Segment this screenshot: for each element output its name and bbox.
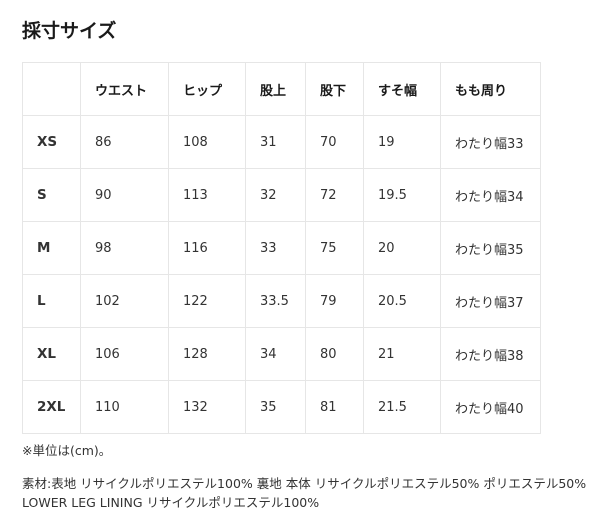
table-row: 2XL 110 132 35 81 21.5 わたり幅40: [22, 380, 541, 434]
table-cell: わたり幅38: [440, 327, 541, 381]
table-header-row: ウエスト ヒップ 股上 股下 すそ幅 もも周り: [22, 62, 541, 116]
header-cell: ヒップ: [168, 62, 246, 116]
table-cell: 34: [245, 327, 306, 381]
table-cell: 113: [168, 168, 246, 222]
table-cell: 35: [245, 380, 306, 434]
table-cell: 98: [80, 221, 169, 275]
table-cell: 90: [80, 168, 169, 222]
table-cell: 33: [245, 221, 306, 275]
table-cell: 106: [80, 327, 169, 381]
size-label-cell: M: [22, 221, 81, 275]
table-cell: わたり幅40: [440, 380, 541, 434]
page-title: 採寸サイズ: [22, 20, 117, 42]
table-row: M 98 116 33 75 20 わたり幅35: [22, 221, 541, 275]
size-label-cell: S: [22, 168, 81, 222]
table-row: XL 106 128 34 80 21 わたり幅38: [22, 327, 541, 381]
table-row: L 102 122 33.5 79 20.5 わたり幅37: [22, 274, 541, 328]
header-cell: もも周り: [440, 62, 541, 116]
header-cell: すそ幅: [363, 62, 441, 116]
table-cell: 116: [168, 221, 246, 275]
table-cell: 108: [168, 115, 246, 169]
table-cell: 32: [245, 168, 306, 222]
header-cell: [22, 62, 81, 116]
unit-note: ※単位は(cm)。: [22, 443, 112, 458]
table-cell: 110: [80, 380, 169, 434]
material-text: 素材:表地 リサイクルポリエステル100% 裏地 本体 リサイクルポリエステル5…: [22, 476, 587, 510]
table-cell: 70: [305, 115, 364, 169]
header-cell: 股上: [245, 62, 306, 116]
size-label-cell: L: [22, 274, 81, 328]
size-label-cell: XS: [22, 115, 81, 169]
table-cell: 33.5: [245, 274, 306, 328]
table-cell: わたり幅35: [440, 221, 541, 275]
header-cell: ウエスト: [80, 62, 169, 116]
table-cell: 80: [305, 327, 364, 381]
table-cell: 79: [305, 274, 364, 328]
header-cell: 股下: [305, 62, 364, 116]
table-cell: 81: [305, 380, 364, 434]
table-cell: 132: [168, 380, 246, 434]
size-label-cell: XL: [22, 327, 81, 381]
table-cell: わたり幅33: [440, 115, 541, 169]
table-cell: 21.5: [363, 380, 441, 434]
table-cell: 20: [363, 221, 441, 275]
table-cell: 19: [363, 115, 441, 169]
table-cell: わたり幅34: [440, 168, 541, 222]
size-table: ウエスト ヒップ 股上 股下 すそ幅 もも周り XS 86 108 31 70 19 わたり…: [22, 62, 541, 434]
table-cell: 128: [168, 327, 246, 381]
table-cell: 102: [80, 274, 169, 328]
table-cell: 122: [168, 274, 246, 328]
table-cell: わたり幅37: [440, 274, 541, 328]
table-cell: 31: [245, 115, 306, 169]
table-cell: 21: [363, 327, 441, 381]
size-label-cell: 2XL: [22, 380, 81, 434]
table-cell: 20.5: [363, 274, 441, 328]
table-cell: 72: [305, 168, 364, 222]
table-cell: 19.5: [363, 168, 441, 222]
table-row: S 90 113 32 72 19.5 わたり幅34: [22, 168, 541, 222]
table-cell: 86: [80, 115, 169, 169]
table-cell: 75: [305, 221, 364, 275]
table-row: XS 86 108 31 70 19 わたり幅33: [22, 115, 541, 169]
